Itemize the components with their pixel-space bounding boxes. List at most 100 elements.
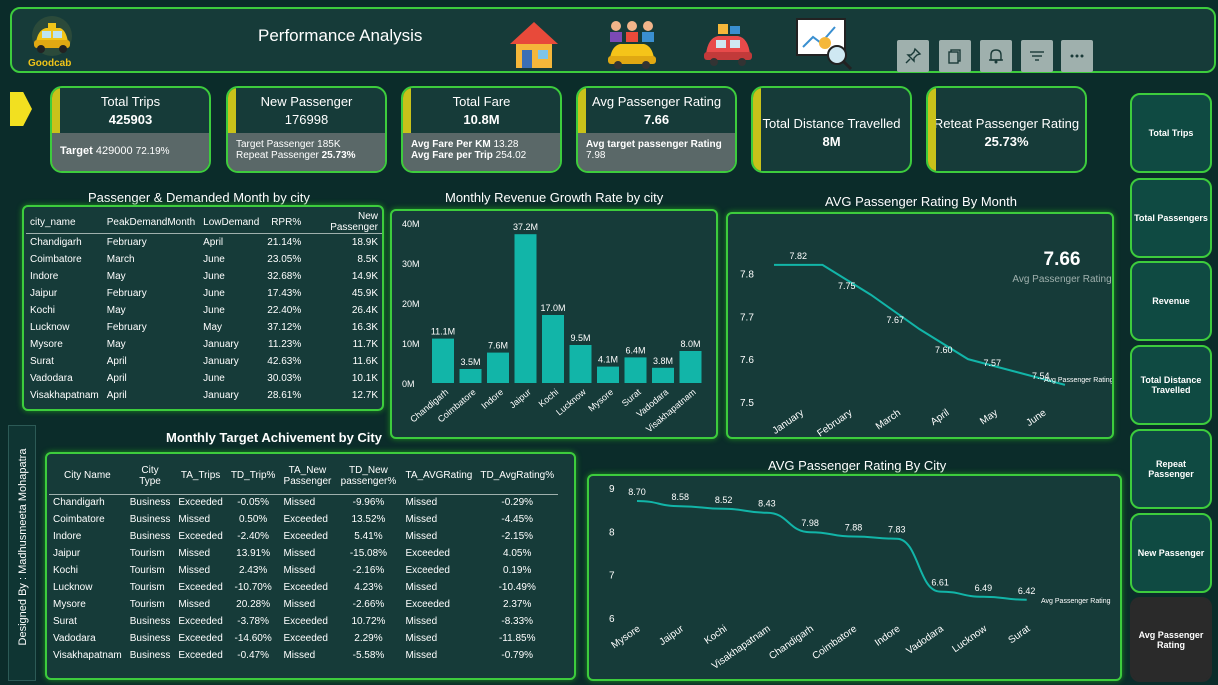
table-cell: 2.29% (354, 633, 383, 644)
table-cell: Mysore (30, 338, 63, 350)
goodcab-logo (22, 14, 82, 72)
sidebar-button-6[interactable]: Avg Passenger Rating (1130, 597, 1212, 682)
bell-icon[interactable] (980, 40, 1012, 72)
table-cell: Missed (283, 599, 316, 610)
x-tick-label: Lucknow (554, 387, 588, 418)
table-cell: Missed (178, 565, 211, 576)
table-cell: 11.23% (268, 338, 302, 350)
data-label: 7.88 (845, 523, 863, 533)
table-cell: February (106, 321, 147, 333)
table-cell: Lucknow (53, 582, 93, 593)
table-header[interactable]: City Name (49, 458, 126, 495)
data-label: 8.0M (680, 339, 700, 349)
kpi-repeat-passenger-rating: Reteat Passenger Rating 25.73% (926, 86, 1087, 173)
filter-icon[interactable] (1021, 40, 1053, 72)
table-row: Vadodara Business Exceeded -14.60% Exceeded 2… (49, 630, 558, 647)
table-cell: 11.6K (352, 355, 378, 367)
table-header[interactable]: New Passenger (305, 211, 382, 234)
table-cell: 2.43% (238, 565, 268, 576)
x-tick-label: Lucknow (950, 623, 989, 655)
sidebar-button-label: Total Passengers (1134, 213, 1208, 223)
data-label: 7.57 (983, 358, 1001, 368)
sidebar-button-1[interactable]: Total Passengers (1130, 178, 1212, 258)
x-tick-label: Jaipur (508, 387, 533, 410)
table-cell: 10.1K (351, 372, 378, 384)
table-cell: January (203, 389, 239, 401)
table-cell: Missed (405, 616, 438, 627)
table-header[interactable]: TA_Trips (174, 458, 227, 495)
table-cell: Missed (178, 514, 211, 525)
table-cell: Business (129, 616, 171, 627)
table-header[interactable]: TD_AvgRating% (476, 458, 559, 495)
house-icon[interactable] (508, 18, 560, 75)
table-row: Kochi Tourism Missed 2.43% Missed -2.16% Excee… (49, 562, 558, 579)
table-cell: Mysore (53, 599, 86, 610)
table-header[interactable]: TD_Trip% (226, 458, 280, 495)
table-cell: Indore (30, 270, 59, 282)
table-cell: -3.78% (237, 616, 269, 627)
data-label: 37.2M (513, 222, 538, 232)
table-cell: 23.05% (267, 253, 302, 265)
data-label: 7.98 (801, 518, 819, 528)
table-cell: April (106, 355, 127, 367)
table-header[interactable]: City Type (125, 458, 175, 495)
table-cell: 0.19% (503, 565, 532, 576)
table-header[interactable]: TD_New passenger% (335, 458, 402, 495)
table-row: Coimbatore March June 23.05% 8.5K (26, 251, 382, 268)
table-header[interactable]: RPR% (263, 211, 306, 234)
table-cell: Missed (283, 650, 316, 661)
kpi-total-fare: Total Fare 10.8M Avg Fare Per KM 13.28 Avg… (401, 86, 562, 173)
analytics-magnifier-icon[interactable] (795, 17, 855, 78)
table-cell: Exceeded (178, 633, 223, 644)
x-tick-label: Kochi (537, 387, 561, 409)
sidebar-button-3[interactable]: Total Distance Travelled (1130, 345, 1212, 425)
table-cell: Exceeded (283, 616, 328, 627)
table-cell: Missed (405, 497, 438, 509)
rating-line (774, 263, 1066, 386)
target-achievement-table-panel: City Name City Type TA_Trips TD_Trip% TA_New… (45, 452, 576, 680)
designer-text: Designed By : Madhusmeeta Mohapatra (17, 448, 29, 646)
bar (569, 345, 592, 383)
more-options-icon[interactable] (1061, 40, 1093, 72)
table-cell: May (106, 338, 126, 350)
sidebar-button-2[interactable]: Revenue (1130, 261, 1212, 341)
sidebar-button-4[interactable]: Repeat Passenger (1130, 429, 1212, 509)
table-cell: 18.9K (351, 236, 378, 248)
collapse-arrow[interactable] (10, 92, 32, 126)
bar (487, 352, 509, 383)
table-cell: Missed (405, 650, 438, 661)
x-tick-label: June (1024, 407, 1048, 429)
rating-line (636, 500, 1027, 601)
y-tick-label: 7.6 (740, 355, 754, 366)
table-cell: Exceeded (283, 514, 328, 525)
table-row: Lucknow Tourism Exceeded -10.70% Exceeded 4.2… (49, 579, 558, 596)
x-tick-label: March (874, 407, 903, 432)
table-cell: April (106, 389, 127, 401)
pin-icon[interactable] (897, 40, 929, 72)
bar (542, 315, 564, 383)
y-tick-label: 7 (609, 571, 615, 582)
table-header[interactable]: TA_New Passenger (279, 458, 336, 495)
table-header[interactable]: TA_AVGRating (401, 458, 477, 495)
table-cell: 14.9K (351, 270, 378, 282)
table-header[interactable]: LowDemand (199, 211, 264, 234)
data-label: 17.0M (540, 303, 565, 313)
table-row: Coimbatore Business Missed 0.50% Exceeded 13.… (49, 511, 558, 528)
table-cell: Exceeded (283, 582, 328, 593)
table-header[interactable]: city_name (26, 211, 103, 234)
passengers-taxi-icon[interactable] (604, 18, 660, 75)
revenue-bar-chart: 0M10M20M30M40M11.1MChandigarh3.5MCoimbat… (402, 219, 702, 434)
sidebar-button-5[interactable]: New Passenger (1130, 513, 1212, 593)
table-cell: -0.05% (237, 497, 269, 509)
copy-icon[interactable] (939, 40, 971, 72)
car-luggage-icon[interactable] (700, 22, 756, 73)
table-header[interactable]: PeakDemandMonth (102, 211, 200, 234)
sidebar-button-0[interactable]: Total Trips (1130, 93, 1212, 173)
data-label: 4.1M (598, 355, 618, 365)
table-cell: 17.43% (267, 287, 302, 299)
y-tick-label: 20M (402, 299, 420, 309)
table-cell: June (203, 270, 225, 282)
table-cell: -5.58% (352, 650, 385, 661)
table-cell: Missed (405, 633, 438, 644)
table-cell: 4.23% (354, 582, 383, 593)
